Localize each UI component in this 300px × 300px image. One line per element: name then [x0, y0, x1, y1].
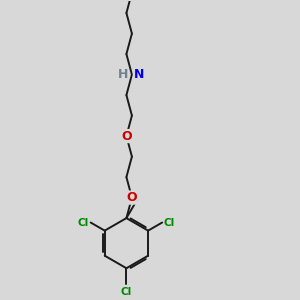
Text: O: O	[127, 191, 137, 204]
Text: Cl: Cl	[164, 218, 175, 227]
Text: Cl: Cl	[78, 218, 89, 227]
Text: O: O	[121, 130, 132, 142]
Text: Cl: Cl	[121, 286, 132, 296]
Text: N: N	[134, 68, 144, 81]
Text: H: H	[118, 68, 128, 81]
